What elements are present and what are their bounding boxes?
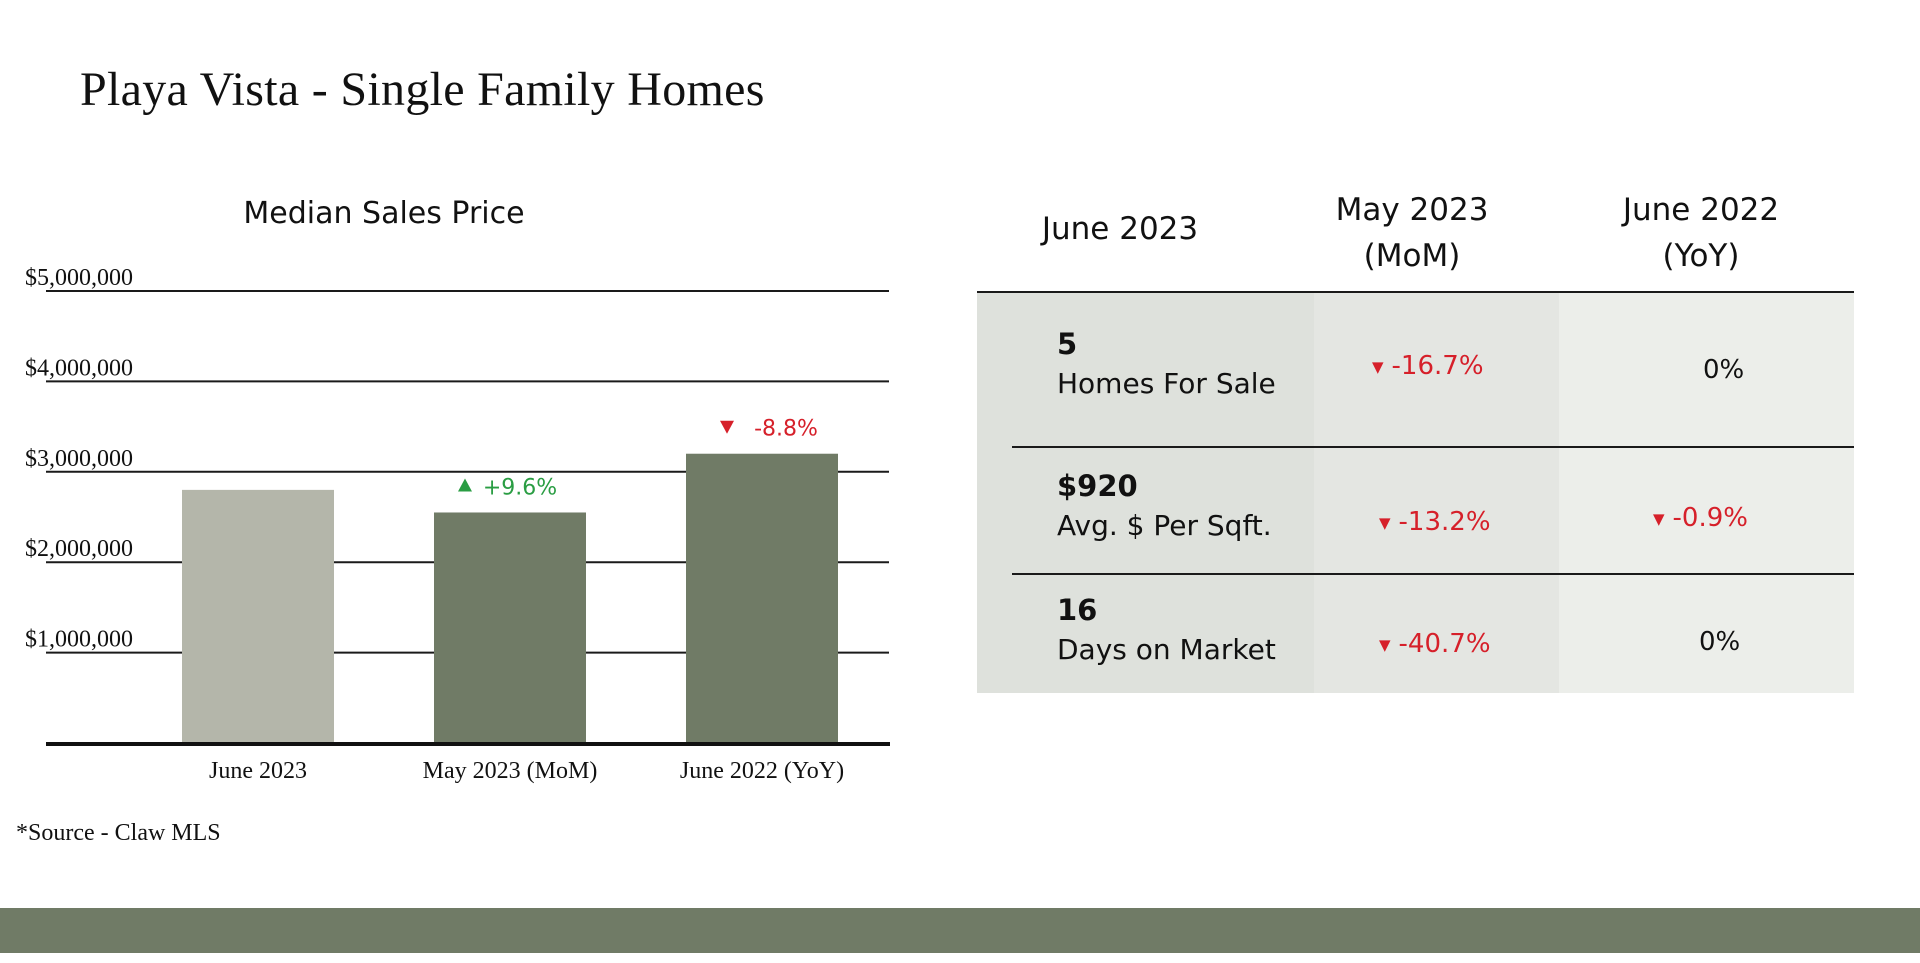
- chart-title: Median Sales Price: [243, 196, 525, 231]
- metric-price-per-sqft: $920 Avg. $ Per Sqft.: [1057, 469, 1272, 542]
- source-note: *Source - Claw MLS: [16, 820, 221, 846]
- table-column-mom: [1314, 293, 1559, 693]
- down-arrow-icon: ▼: [1372, 358, 1384, 376]
- metric-value: 5: [1057, 327, 1078, 361]
- y-tick-label: $4,000,000: [25, 355, 133, 381]
- change-value: -13.2%: [1398, 507, 1491, 537]
- mom-change-cell: ▼ -40.7%: [1379, 629, 1491, 659]
- y-tick-label: $2,000,000: [25, 536, 133, 562]
- y-tick-label: $5,000,000: [25, 265, 133, 291]
- y-tick-label: $1,000,000: [25, 627, 133, 653]
- metric-value: $920: [1057, 469, 1138, 503]
- column-header-yoy: June 2022 (YoY): [1598, 187, 1804, 279]
- column-header-current: June 2023: [1030, 206, 1210, 252]
- y-tick-label: $3,000,000: [25, 446, 133, 472]
- median-sales-price-chart: $1,000,000 $2,000,000 $3,000,000 $4,000,000…: [25, 265, 890, 784]
- x-tick-label: May 2023 (MoM): [423, 758, 598, 784]
- bar: [686, 453, 838, 743]
- table-column-current: [977, 293, 1314, 693]
- change-value: -40.7%: [1398, 629, 1491, 659]
- metric-homes-for-sale: 5 Homes For Sale: [1057, 327, 1276, 400]
- yoy-change-cell: ▼ -0.9%: [1653, 503, 1748, 533]
- bar: [434, 512, 586, 743]
- data-label: +9.6%: [483, 475, 557, 500]
- column-header-line: June 2022: [1622, 192, 1780, 228]
- metric-value: 16: [1057, 593, 1098, 627]
- x-tick-label: June 2023: [209, 758, 307, 784]
- column-header-line: (YoY): [1662, 238, 1740, 274]
- yoy-change-cell: 0%: [1703, 355, 1744, 385]
- metric-days-on-market: 16 Days on Market: [1057, 593, 1276, 666]
- down-arrow-icon: ▼: [1379, 636, 1391, 654]
- yoy-change-cell: 0%: [1699, 627, 1740, 657]
- table-divider: [977, 291, 1854, 293]
- down-arrow-icon: ▼: [1653, 510, 1665, 528]
- footer-bar: [0, 908, 1920, 953]
- change-value: -0.9%: [1672, 503, 1748, 533]
- table-column-yoy: [1559, 293, 1854, 693]
- column-header-mom: May 2023 (MoM): [1314, 187, 1510, 279]
- bar: [182, 489, 334, 743]
- change-value: 0%: [1703, 355, 1745, 385]
- mom-change-cell: ▼ -16.7%: [1372, 351, 1484, 381]
- stats-table: 5 Homes For Sale ▼ -16.7% 0% $920 Avg. $ …: [977, 291, 1854, 693]
- x-tick-label: June 2022 (YoY): [680, 758, 844, 784]
- down-arrow-icon: [720, 420, 734, 434]
- up-arrow-icon: [458, 478, 472, 492]
- down-arrow-icon: ▼: [1379, 514, 1391, 532]
- table-divider: [1012, 446, 1854, 448]
- column-header-line: June 2023: [1041, 211, 1199, 247]
- data-label: -8.8%: [754, 417, 818, 442]
- page-title: Playa Vista - Single Family Homes: [80, 63, 765, 116]
- metric-label: Homes For Sale: [1057, 367, 1276, 400]
- metric-label: Avg. $ Per Sqft.: [1057, 509, 1272, 542]
- column-header-line: (MoM): [1363, 238, 1461, 274]
- column-header-line: May 2023: [1335, 192, 1489, 228]
- table-divider: [1012, 573, 1854, 575]
- mom-change-cell: ▼ -13.2%: [1379, 507, 1491, 537]
- change-value: 0%: [1699, 627, 1741, 657]
- metric-label: Days on Market: [1057, 633, 1276, 666]
- change-value: -16.7%: [1391, 351, 1484, 381]
